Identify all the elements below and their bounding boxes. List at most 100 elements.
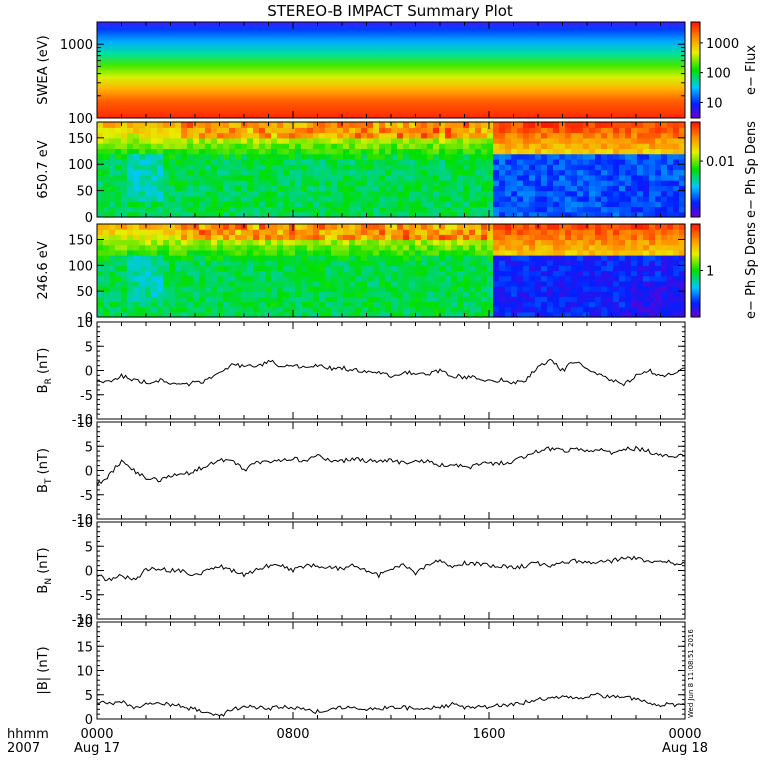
- heatmap-cell: [379, 244, 386, 251]
- heatmap-cell: [169, 153, 176, 160]
- heatmap-cell: [589, 174, 596, 181]
- heatmap-cell: [361, 291, 368, 297]
- heatmap-cell: [187, 286, 194, 292]
- heatmap-cell: [517, 301, 524, 308]
- heatmap-cell: [523, 190, 530, 197]
- heatmap-cell: [439, 180, 446, 186]
- heatmap-cell: [121, 244, 128, 251]
- heatmap-cell: [637, 255, 644, 261]
- heatmap-cell: [361, 270, 368, 277]
- heatmap-cell: [493, 260, 500, 266]
- heatmap-cell: [247, 224, 254, 230]
- heatmap-cell: [559, 306, 566, 313]
- heatmap-cell: [511, 195, 518, 202]
- heatmap-cell: [139, 244, 146, 251]
- heatmap-cell: [601, 164, 608, 171]
- heatmap-cell: [475, 224, 482, 230]
- heatmap-cell: [199, 265, 206, 272]
- heatmap-cell: [439, 132, 446, 139]
- heatmap-cell: [571, 164, 578, 171]
- heatmap-cell: [625, 244, 632, 251]
- heatmap-cell: [511, 137, 518, 144]
- heatmap-cell: [373, 296, 380, 303]
- heatmap-cell: [571, 158, 578, 165]
- heatmap-cell: [313, 275, 320, 282]
- heatmap-cell: [193, 185, 200, 192]
- heatmap-cell: [679, 311, 686, 318]
- heatmap-cell: [301, 206, 308, 213]
- heatmap-cell: [343, 260, 350, 266]
- heatmap-cell: [571, 148, 578, 155]
- heatmap-cell: [265, 244, 272, 251]
- heatmap-cell: [235, 137, 242, 144]
- heatmap-cell: [421, 275, 428, 282]
- heatmap-cell: [445, 224, 452, 230]
- heatmap-cell: [487, 195, 494, 202]
- heatmap-cell: [589, 201, 596, 208]
- heatmap-cell: [643, 286, 650, 292]
- heatmap-cell: [499, 206, 506, 213]
- heatmap-cell: [373, 127, 380, 134]
- heatmap-cell: [493, 291, 500, 297]
- heatmap-cell: [511, 234, 518, 241]
- heatmap-cell: [307, 301, 314, 308]
- heatmap-cell: [235, 153, 242, 160]
- heatmap-cell: [139, 201, 146, 208]
- heatmap-cell: [265, 280, 272, 287]
- heatmap-cell: [655, 137, 662, 144]
- heatmap-cell: [679, 280, 686, 287]
- y-tick-label: -5: [80, 489, 93, 504]
- heatmap-cell: [307, 148, 314, 155]
- heatmap-cell: [559, 137, 566, 144]
- heatmap-cell: [361, 301, 368, 308]
- heatmap-cell: [367, 143, 374, 149]
- heatmap-cell: [433, 229, 440, 235]
- heatmap-cell: [559, 296, 566, 303]
- heatmap-cell: [601, 280, 608, 287]
- x-axis-year-label: 2007: [7, 741, 40, 756]
- heatmap-cell: [379, 195, 386, 202]
- heatmap-cell: [631, 224, 638, 230]
- heatmap-cell: [223, 132, 230, 139]
- heatmap-cell: [109, 255, 116, 261]
- heatmap-cell: [607, 122, 614, 128]
- heatmap-cell: [463, 280, 470, 287]
- heatmap-cell: [103, 148, 110, 155]
- heatmap-cell: [163, 229, 170, 235]
- heatmap-cell: [271, 296, 278, 303]
- heatmap-cell: [409, 234, 416, 241]
- heatmap-cell: [169, 169, 176, 176]
- heatmap-cell: [169, 286, 176, 292]
- heatmap-cell: [481, 180, 488, 186]
- heatmap-cell: [337, 306, 344, 313]
- heatmap-cell: [583, 164, 590, 171]
- heatmap-cell: [499, 275, 506, 282]
- heatmap-cell: [229, 158, 236, 165]
- heatmap-cell: [511, 122, 518, 128]
- heatmap-cell: [391, 275, 398, 282]
- heatmap-cell: [199, 169, 206, 176]
- heatmap-cell: [403, 148, 410, 155]
- heatmap-cell: [565, 255, 572, 261]
- heatmap-cell: [301, 296, 308, 303]
- heatmap-cell: [631, 211, 638, 218]
- heatmap-cell: [175, 211, 182, 218]
- heatmap-cell: [151, 132, 158, 139]
- heatmap-cell: [151, 180, 158, 186]
- heatmap-cell: [175, 306, 182, 313]
- heatmap-cell: [253, 148, 260, 155]
- heatmap-cell: [169, 291, 176, 297]
- heatmap-cell: [613, 270, 620, 277]
- heatmap-cell: [211, 195, 218, 202]
- heatmap-cell: [625, 234, 632, 241]
- heatmap-cell: [355, 158, 362, 165]
- heatmap-cell: [487, 224, 494, 230]
- heatmap-cell: [439, 229, 446, 235]
- heatmap-cell: [463, 143, 470, 149]
- heatmap-cell: [385, 270, 392, 277]
- heatmap-cell: [523, 169, 530, 176]
- heatmap-cell: [301, 174, 308, 181]
- heatmap-cell: [469, 195, 476, 202]
- heatmap-cell: [553, 201, 560, 208]
